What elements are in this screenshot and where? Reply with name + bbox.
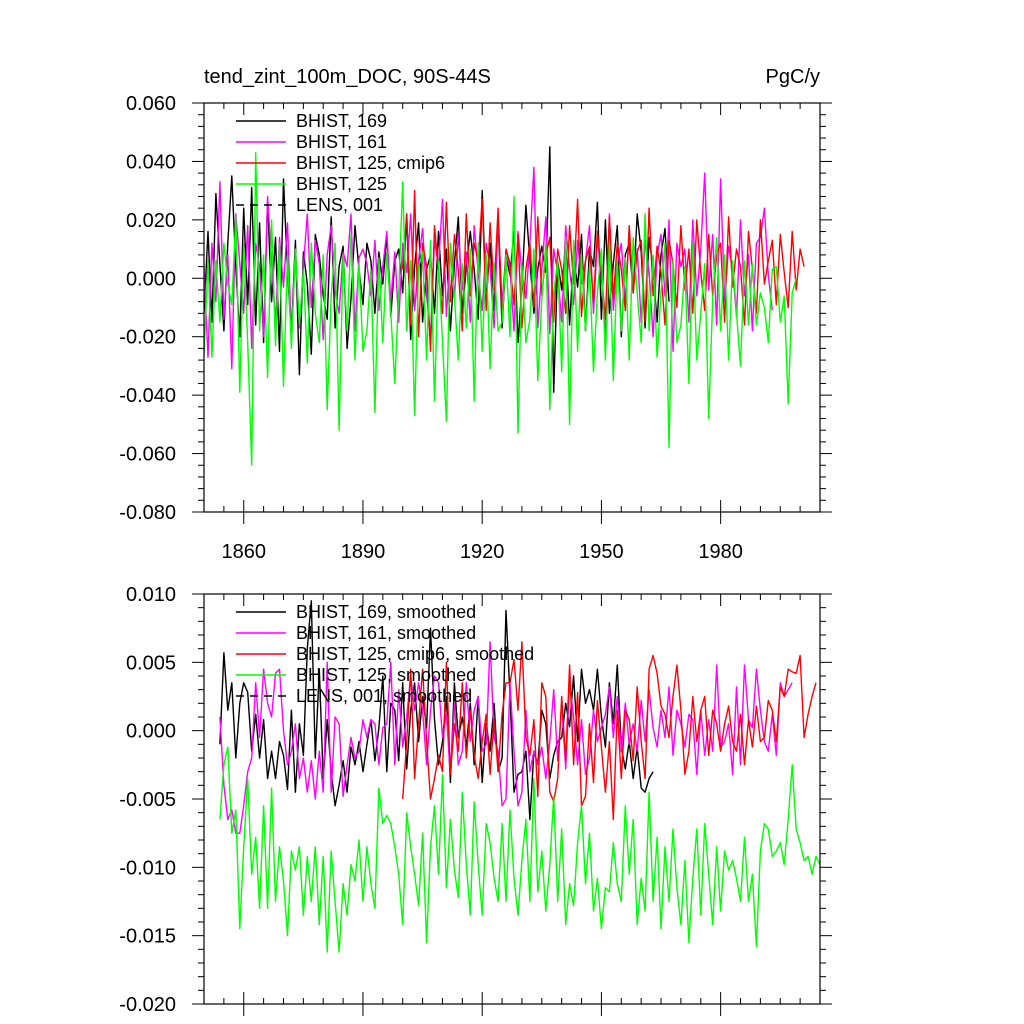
legend-label: BHIST, 161, smoothed <box>296 623 476 643</box>
y-tick-label: 0.005 <box>126 652 176 674</box>
x-tick-label: 1860 <box>221 541 266 563</box>
series-line-bhist-161-smoothed <box>219 641 793 834</box>
y-tick-label: 0.010 <box>126 584 176 606</box>
series-line-bhist-125 <box>204 151 797 466</box>
plot-frame <box>203 102 821 513</box>
series-line-bhist-125-smoothed <box>219 746 820 953</box>
y-tick-label: -0.010 <box>119 857 176 879</box>
legend-label: BHIST, 169, smoothed <box>296 602 476 622</box>
legend-label: LENS, 001 <box>296 195 383 215</box>
y-tick-label: 0.000 <box>126 268 176 290</box>
y-tick-label: -0.005 <box>119 789 176 811</box>
legend-label: LENS, 001, smoothed <box>296 686 472 706</box>
series-lines <box>204 146 805 466</box>
units-label: PgC/y <box>766 66 820 88</box>
chart-title: tend_zint_100m_DOC, 90S-44S <box>204 66 491 88</box>
y-tick-label: 0.040 <box>126 151 176 173</box>
x-tick-label: 1920 <box>460 541 505 563</box>
legend-label: BHIST, 125 <box>296 174 387 194</box>
legend-label: BHIST, 161 <box>296 132 387 152</box>
y-tick-label: 0.060 <box>126 93 176 115</box>
top-panel: 1860 1890 1920 1950 1980 -0.080 -0.060 -0.040 -0… <box>119 93 832 563</box>
series-line-bhist-125-cmip6-smoothed <box>402 641 817 821</box>
series-line-bhist-169-smoothed <box>219 600 654 821</box>
y-tick-label: -0.020 <box>119 994 176 1016</box>
y-tick-label: 0.020 <box>126 210 176 232</box>
series-lines <box>219 600 820 953</box>
y-tick-label: -0.060 <box>119 444 176 466</box>
x-tick-label: 1980 <box>698 541 743 563</box>
x-tick-label: 1890 <box>341 541 386 563</box>
y-tick-label: -0.015 <box>119 926 176 948</box>
legend-label: BHIST, 169 <box>296 111 387 131</box>
legend-label: BHIST, 125, smoothed <box>296 665 476 685</box>
y-tick-label: -0.080 <box>119 502 176 524</box>
legend-label: BHIST, 125, cmip6, smoothed <box>296 644 534 664</box>
bottom-panel: -0.020 -0.015 -0.010 -0.005 0.000 0.005 0.010 B… <box>119 584 832 1016</box>
x-tick-label: 1950 <box>579 541 624 563</box>
y-tick-label: -0.040 <box>119 385 176 407</box>
legend-label: BHIST, 125, cmip6 <box>296 153 445 173</box>
y-tick-label: -0.020 <box>119 327 176 349</box>
y-tick-label: 0.000 <box>126 721 176 743</box>
